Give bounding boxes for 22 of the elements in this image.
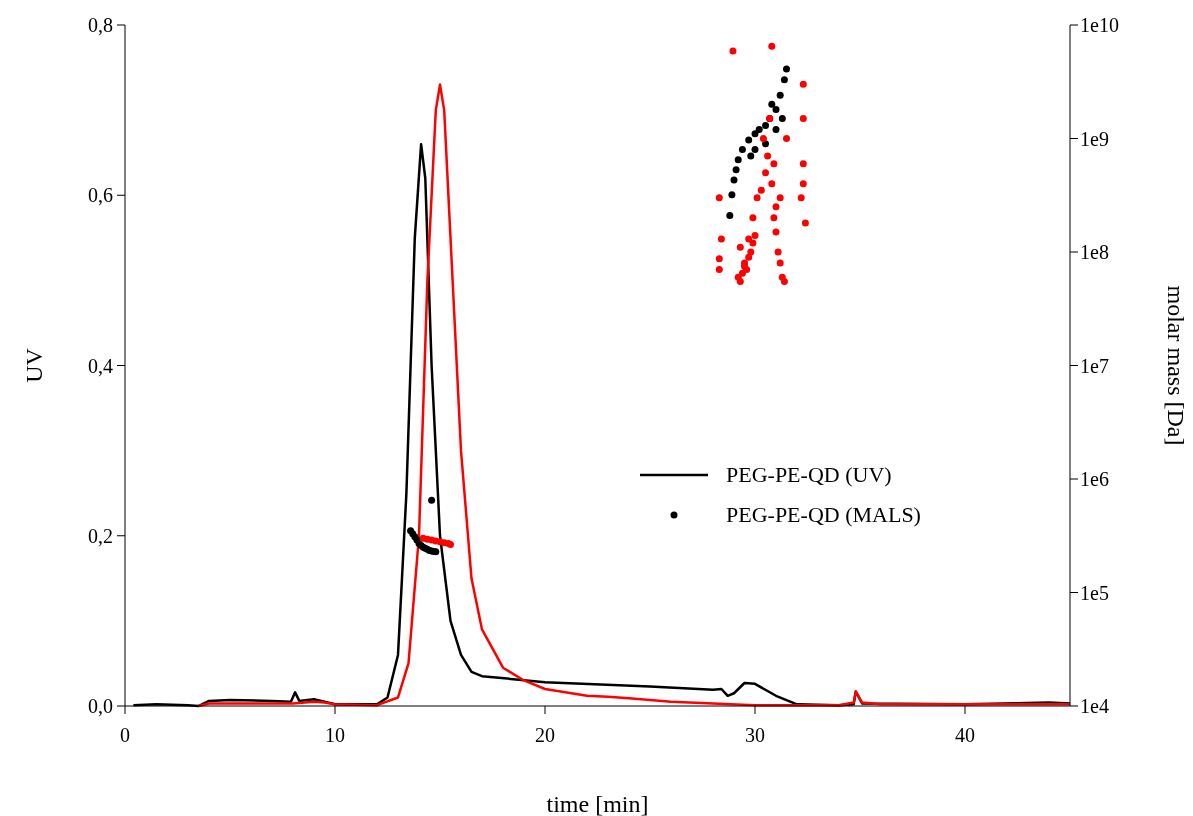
y2-tick-label: 1e8 [1080, 241, 1109, 263]
y2-tick-label: 1e5 [1080, 581, 1109, 604]
x-tick-label: 40 [955, 724, 975, 746]
x-tick-label: 20 [535, 724, 555, 746]
y2-tick-label: 1e10 [1080, 14, 1119, 36]
y2-tick-label: 1e9 [1080, 127, 1109, 150]
y-axis-title: UV [21, 347, 47, 383]
x-tick-label: 10 [325, 724, 345, 746]
y2-tick-label: 1e6 [1080, 468, 1109, 490]
y-tick-label: 0,2 [88, 524, 113, 547]
y2-tick-label: 1e7 [1080, 354, 1109, 377]
y-tick-label: 0,0 [88, 695, 113, 717]
legend-label: PEG-PE-QD (MALS) [726, 502, 921, 527]
x-tick-label: 30 [745, 724, 765, 746]
y-tick-label: 0,6 [88, 184, 113, 207]
x-tick-label: 0 [120, 724, 130, 746]
y2-tick-label: 1e4 [1080, 695, 1109, 717]
y-tick-label: 0,8 [88, 14, 113, 36]
x-axis-title: time [min] [546, 791, 649, 816]
legend-label: PEG-PE-QD (UV) [726, 462, 892, 487]
y-tick-label: 0,4 [88, 354, 113, 377]
y2-axis-title: molar mass [Da] [1163, 285, 1189, 446]
